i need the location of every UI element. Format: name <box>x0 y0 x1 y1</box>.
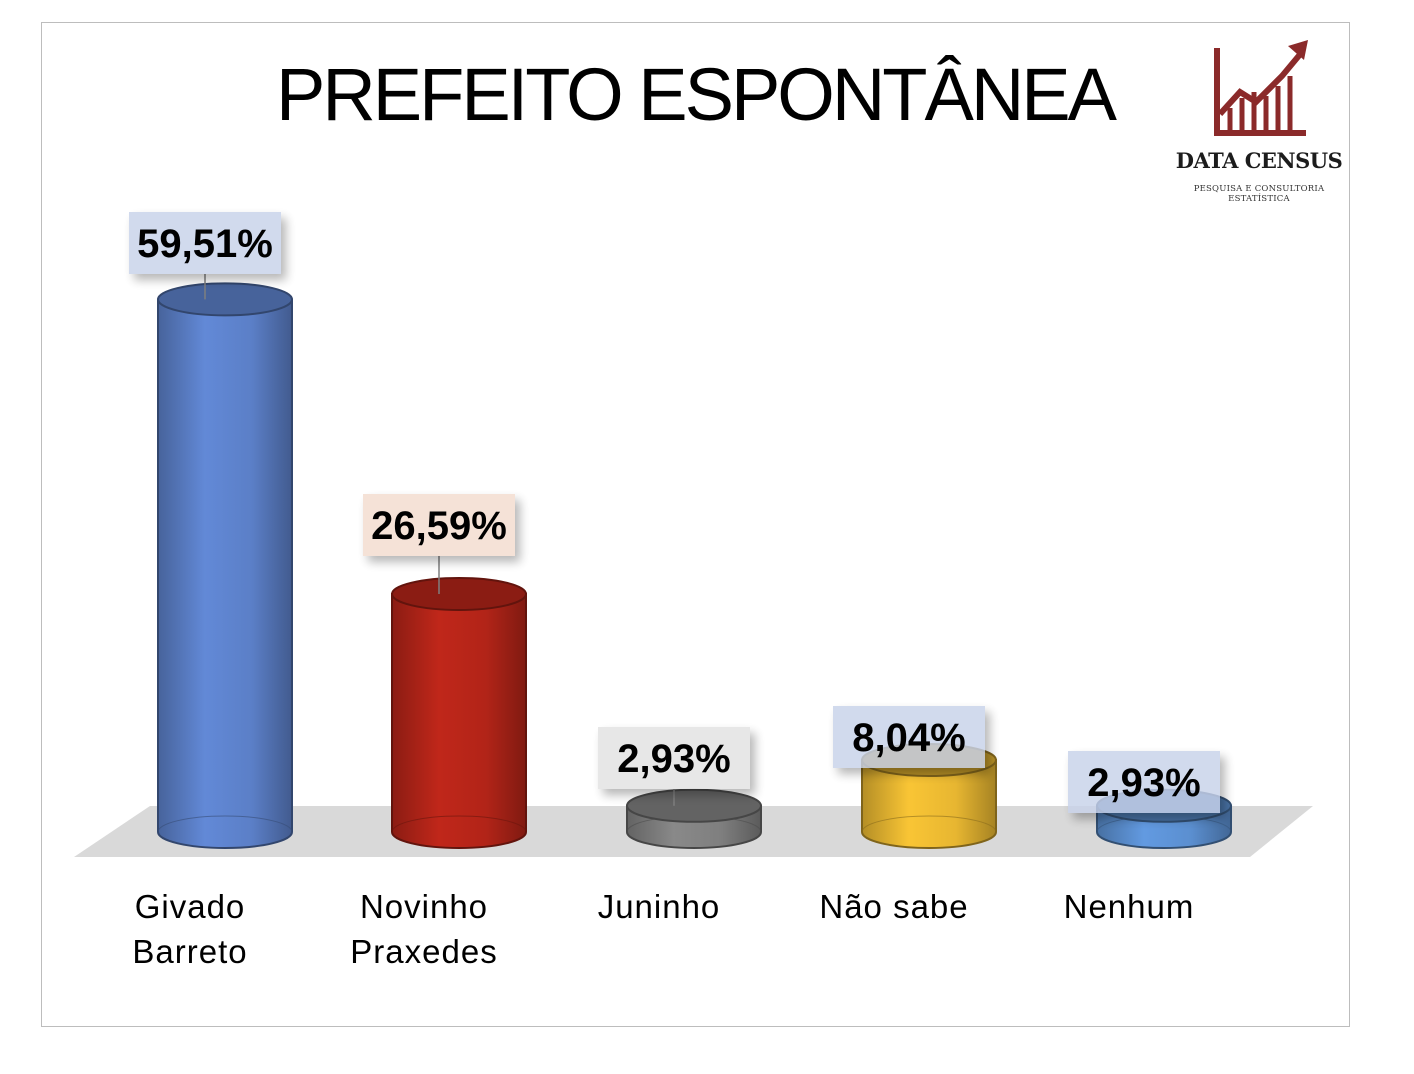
bar-2 <box>391 577 527 849</box>
data-label-text: 26,59% <box>371 504 507 548</box>
bar-top <box>157 282 293 317</box>
bar-body <box>391 593 527 849</box>
category-label: Juninho <box>597 888 721 925</box>
data-label-3: 2,93% <box>598 727 750 806</box>
category-label: Novinho Praxedes <box>350 888 498 970</box>
data-label-box <box>129 212 281 274</box>
bar-1 <box>157 282 293 849</box>
bar-top <box>626 788 762 823</box>
data-label-text: 8,04% <box>852 716 965 760</box>
data-label-box <box>598 727 750 789</box>
category-label: Nenhum <box>1063 888 1195 925</box>
brand-tagline: PESQUISA E CONSULTORIA ESTATÍSTICA <box>1193 184 1325 204</box>
bar-base-edge <box>157 815 293 833</box>
bar-3 <box>626 788 762 849</box>
chart-title: PREFEITO ESPONTÂNEA <box>275 53 1117 136</box>
category-label: Givado Barreto <box>132 888 248 970</box>
bar-base-edge <box>861 815 997 833</box>
bar-chart-rising-arrow-icon <box>1214 40 1308 136</box>
data-label-box <box>363 494 515 556</box>
bar-top <box>391 577 527 612</box>
bar-body <box>157 298 293 849</box>
data-label-box <box>833 706 985 768</box>
bar-base-edge <box>391 815 527 833</box>
data-label-5: 2,93% <box>1068 751 1220 813</box>
brand-name: DATA CENSUS <box>1175 148 1343 173</box>
data-label-box <box>1068 751 1220 813</box>
data-label-text: 59,51% <box>137 222 273 266</box>
data-label-4: 8,04% <box>833 706 985 768</box>
bar-body <box>861 759 997 849</box>
data-label-2: 26,59% <box>363 494 515 595</box>
data-label-text: 2,93% <box>617 737 730 781</box>
data-label-text: 2,93% <box>1087 761 1200 805</box>
category-label: Não sabe <box>819 888 969 925</box>
data-label-1: 59,51% <box>129 212 281 300</box>
